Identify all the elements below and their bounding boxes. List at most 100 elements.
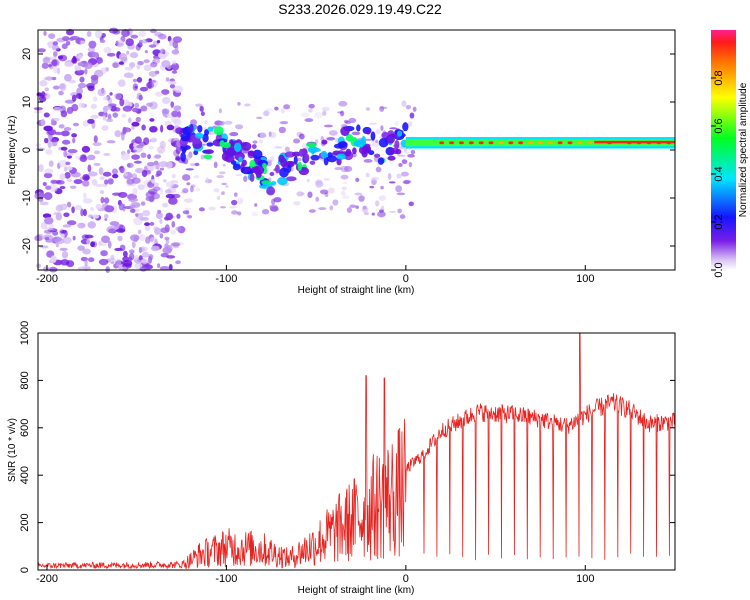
spectrogram-noise-blob [274,106,279,111]
snr-frame [37,332,676,571]
spectrogram-x-tick-label: -100 [215,273,237,285]
spectrogram-noise-blob [98,167,104,175]
spectrogram-ridge-blob [238,156,243,163]
spectrogram-noise-blob [258,139,264,144]
spectrogram-noise-blob [43,172,53,179]
spectrogram-noise-blob [40,119,46,126]
spectrogram-noise-blob [104,217,108,222]
spectrogram-noise-blob [256,116,263,120]
spectrogram-noise-blob [235,173,243,177]
spectrogram-noise-blob [375,166,382,173]
snr-y-tick-label: 200 [19,513,31,531]
spectrogram-noise-blob [61,43,68,50]
spectrogram-noise-blob [44,236,50,241]
spectrogram-noise-blob [131,121,140,127]
spectrogram-noise-blob [79,76,85,83]
spectrogram-noise-blob [44,137,49,144]
spectrogram-noise-blob [196,188,201,192]
spectrogram-noise-blob [110,105,117,112]
spectrogram-noise-blob [355,205,359,209]
spectrogram-ridge-blob [297,161,303,171]
spectrogram-band-peak [498,141,504,145]
spectrogram-noise-blob [51,45,60,51]
spectrogram-ridge-blob [377,157,385,165]
spectrogram-noise-blob [290,166,294,172]
spectrogram-noise-blob [355,177,360,183]
spectrogram-noise-blob [128,197,139,202]
spectrogram-ridge-blob [340,126,350,137]
spectrogram-noise-blob [278,126,286,134]
spectrogram-noise-blob [143,64,152,72]
spectrogram-noise-blob [163,179,167,183]
spectrogram-noise-blob [269,131,277,139]
spectrogram-noise-blob [235,124,244,130]
spectrogram-noise-blob [121,28,130,37]
spectrogram-noise-blob [141,124,146,131]
spectrogram-y-tick-label: 20 [21,48,33,60]
spectrogram-noise-blob [134,102,140,108]
spectrogram-ridge-blob [352,147,357,155]
spectrogram-ridge-blob [233,142,242,152]
spectrogram-noise-blob [77,245,85,251]
spectrogram-noise-blob [88,171,98,177]
spectrogram-noise-blob [125,38,134,47]
spectrogram-noise-blob [66,106,74,115]
spectrogram-noise-blob [189,186,194,193]
spectrogram-noise-blob [98,258,109,266]
spectrogram-noise-blob [58,124,65,129]
spectrogram-noise-blob [53,65,58,74]
spectrogram-noise-blob [158,161,169,168]
spectrogram-noise-blob [84,68,88,75]
spectrogram-noise-blob [87,164,92,173]
spectrogram-noise-blob [398,163,403,168]
spectrogram-noise-blob [402,180,411,185]
spectrogram-noise-blob [171,60,177,66]
spectrogram-noise-blob [92,142,102,147]
spectrogram-noise-blob [184,198,193,203]
spectrogram-noise-blob [397,154,406,157]
spectrogram-noise-blob [144,222,151,227]
spectrogram-ridge-blob [232,163,241,171]
spectrogram-noise-blob [365,172,370,178]
spectrogram-noise-blob [131,154,140,160]
spectrogram-noise-blob [82,180,90,187]
spectrogram-noise-blob [42,57,51,64]
spectrogram-noise-blob [58,90,64,96]
spectrogram-band-peak [478,141,484,145]
spectrogram-band-core [594,140,675,144]
spectrogram-noise-blob [54,131,63,136]
spectrogram-noise-blob [306,178,310,183]
spectrogram-noise-blob [84,258,88,267]
spectrogram-y-tick-label: -20 [21,238,33,254]
spectrogram-noise-blob [93,150,101,155]
spectrogram-ridge-blob [266,186,276,196]
spectrogram-noise-blob [136,77,143,83]
spectrogram-noise-blob [44,87,50,92]
spectrogram-noise-blob [77,82,87,89]
spectrogram-noise-blob [395,185,403,193]
spectrogram-noise-blob [144,224,151,232]
spectrogram-noise-blob [164,189,172,194]
spectrogram-noise-blob [148,79,157,83]
spectrogram-noise-blob [62,224,72,228]
spectrogram-noise-blob [63,127,72,131]
spectrogram-noise-blob [110,254,115,261]
spectrogram-noise-blob [103,96,108,101]
spectrogram-noise-blob [125,128,130,133]
spectrogram-ridge-blob [206,142,214,147]
spectrogram-noise-blob [135,213,139,217]
spectrogram-noise-blob [108,27,119,34]
spectrogram-noise-blob [158,33,167,40]
spectrogram-noise-blob [405,104,412,110]
spectrogram-ridge-blob [366,129,371,135]
spectrogram-noise-blob [207,131,217,135]
spectrogram-noise-blob [380,125,384,131]
spectrogram-noise-blob [308,108,313,113]
spectrogram-noise-blob [60,233,65,238]
spectrogram-ridge-blob [337,141,348,148]
spectrogram-noise-blob [82,198,93,204]
spectrogram-noise-blob [396,173,402,179]
spectrogram-noise-blob [296,191,304,197]
spectrogram-noise-blob [141,170,148,178]
spectrogram-band-peak [557,141,563,145]
